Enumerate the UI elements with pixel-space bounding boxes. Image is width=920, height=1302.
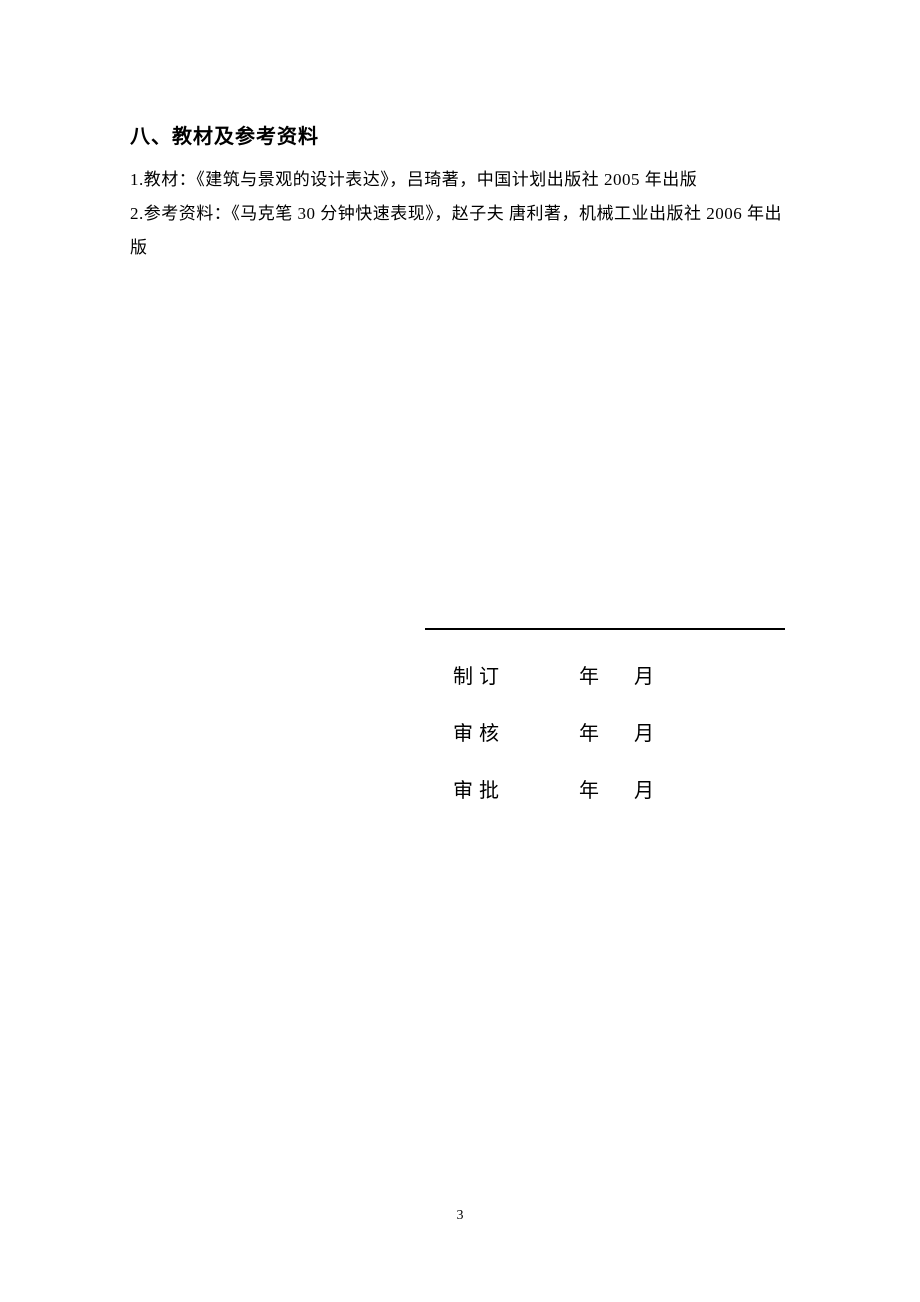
signature-divider bbox=[425, 628, 785, 630]
signature-row-review: 审核 年 月 bbox=[425, 717, 825, 746]
signature-block: 制订 年 月 审核 年 月 审批 年 月 bbox=[425, 628, 825, 831]
signature-label: 审核 bbox=[453, 717, 505, 746]
signature-year: 年 bbox=[579, 660, 600, 689]
section-heading: 八、教材及参考资料 bbox=[130, 120, 790, 149]
signature-label: 审批 bbox=[453, 774, 505, 803]
signature-month: 月 bbox=[634, 717, 655, 746]
body-line-1: 1.教材：《建筑与景观的设计表达》，吕琦著，中国计划出版社 2005 年出版 bbox=[130, 163, 790, 197]
signature-year: 年 bbox=[579, 774, 600, 803]
signature-year: 年 bbox=[579, 717, 600, 746]
page-number: 3 bbox=[0, 1208, 920, 1224]
signature-month: 月 bbox=[634, 660, 655, 689]
page-content: 八、教材及参考资料 1.教材：《建筑与景观的设计表达》，吕琦著，中国计划出版社 … bbox=[0, 0, 920, 265]
signature-row-approve: 审批 年 月 bbox=[425, 774, 825, 803]
signature-month: 月 bbox=[634, 774, 655, 803]
body-line-2: 2.参考资料：《马克笔 30 分钟快速表现》，赵子夫 唐利著，机械工业出版社 2… bbox=[130, 197, 790, 265]
signature-label: 制订 bbox=[453, 660, 505, 689]
signature-row-author: 制订 年 月 bbox=[425, 660, 825, 689]
